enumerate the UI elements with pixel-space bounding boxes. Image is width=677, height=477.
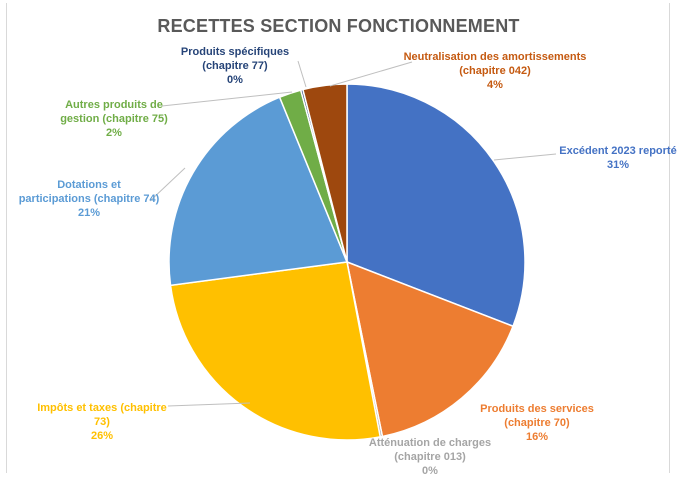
pie-slice-2	[345, 260, 514, 438]
data-label-8: Neutralisation des amortissements (chapit…	[404, 51, 587, 91]
pie-slice-1	[346, 83, 526, 328]
leader-line-5	[149, 167, 186, 202]
leader-line-4	[167, 402, 251, 407]
data-label-2: Produits des services (chapitre 70) 16%	[480, 403, 594, 443]
chart-border	[6, 3, 670, 473]
pie-slice-8	[301, 83, 348, 263]
leader-line-1	[493, 153, 557, 161]
data-label-5: Dotations et participations (chapitre 74)…	[19, 179, 160, 219]
data-label-4: Impôts et taxes (chapitre 73) 26%	[37, 402, 167, 442]
data-labels: Excédent 2023 reporté 31% Produits des ser…	[19, 46, 677, 477]
leader-lines	[149, 60, 557, 407]
pie-slices	[168, 83, 526, 441]
data-label-6: Autres produits de gestion (chapitre 75) 2…	[60, 99, 168, 139]
data-label-3: Atténuation de charges (chapitre 013) 0%	[369, 437, 491, 477]
chart-title: RECETTES SECTION FONCTIONNEMENT	[157, 16, 520, 36]
data-label-7: Produits spécifiques (chapitre 77) 0%	[181, 46, 289, 86]
leader-line-7	[297, 60, 307, 88]
leader-line-6	[161, 91, 293, 107]
data-label-1: Excédent 2023 reporté 31%	[559, 145, 676, 171]
pie-slice-5	[168, 96, 349, 287]
leader-line-8	[329, 61, 413, 87]
pie-slice-4	[169, 261, 382, 441]
